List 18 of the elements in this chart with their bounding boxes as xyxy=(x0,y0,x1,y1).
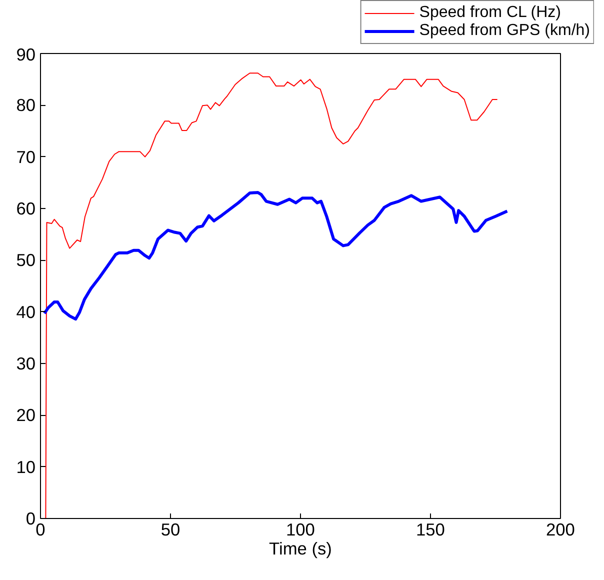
legend-label: Speed from GPS (km/h) xyxy=(419,22,590,40)
y-tick-label: 20 xyxy=(16,405,36,426)
y-tick-label: 60 xyxy=(16,198,36,218)
line-series xyxy=(42,190,509,321)
legend-label: Speed from CL (Hz) xyxy=(419,4,561,22)
x-tick-label: 150 xyxy=(416,520,445,540)
line-series xyxy=(45,72,498,518)
y-tick-label: 90 xyxy=(16,44,36,64)
y-tick-label: 40 xyxy=(16,302,36,322)
x-tick-label: 200 xyxy=(546,520,575,540)
y-tick-label: 30 xyxy=(16,354,36,374)
y-tick-label: 10 xyxy=(16,456,36,477)
y-tick-label: 80 xyxy=(16,95,36,116)
x-axis-title: Time (s) xyxy=(269,538,332,558)
x-tick-label: 100 xyxy=(286,520,315,540)
y-tick-label: 70 xyxy=(16,146,36,167)
y-tick-label: 50 xyxy=(16,250,36,270)
x-tick-label: 50 xyxy=(160,520,180,540)
